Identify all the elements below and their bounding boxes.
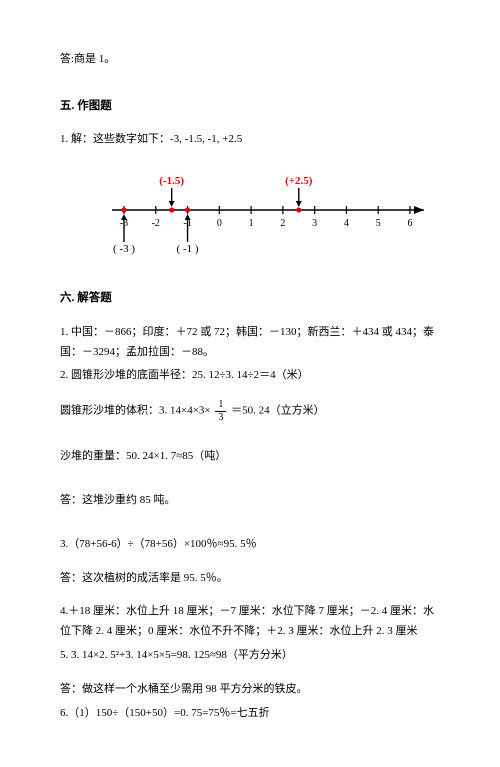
svg-text:3: 3 [312,218,317,229]
svg-text:0: 0 [217,218,222,229]
svg-text:-2: -2 [152,218,160,229]
number-line: -3-2-10123456(-1.5)(+2.5)( -3 )( -1 ) [110,164,440,262]
q6-2b: 圆锥形沙堆的体积：3. 14×4×3× 1 3 ＝50. 24（立方米） [60,400,440,423]
svg-text:4: 4 [344,218,349,229]
svg-text:( -3 ): ( -3 ) [113,243,135,254]
q6-3ans: 答：这次植树的成活率是 95. 5％。 [60,569,440,589]
q5-1-intro: 1. 解：这些数字如下：-3, -1.5, -1, +2.5 [60,130,440,150]
fraction-one-third: 1 3 [215,400,226,423]
svg-text:5: 5 [376,218,381,229]
svg-text:2: 2 [280,218,285,229]
section6-title: 六. 解答题 [60,288,440,309]
answer-top: 答:商是 1。 [60,50,440,70]
svg-text:(+2.5): (+2.5) [285,175,313,187]
svg-text:1: 1 [249,218,254,229]
section5-title: 五. 作图题 [60,96,440,117]
q6-5a: 5. 3. 14×2. 5²+3. 14×5×5=98. 125≈98（平方分米… [60,646,440,666]
frac-num: 1 [215,400,226,412]
q6-3a: 3.（78+56-6）÷（78+56）×100％≈95. 5％ [60,535,440,555]
svg-text:( -1 ): ( -1 ) [177,243,199,254]
svg-text:6: 6 [408,218,413,229]
q6-1: 1. 中国：－866；印度：＋72 或 72；韩国：－130；新西兰：＋434 … [60,323,440,363]
q6-2c: 沙堆的重量：50. 24×1. 7≈85（吨） [60,447,440,467]
q6-2a: 2. 圆锥形沙堆的底面半径：25. 12÷3. 14÷2＝4（米） [60,366,440,386]
frac-den: 3 [215,412,226,423]
svg-text:(-1.5): (-1.5) [159,175,184,187]
q6-5ans: 答：做这样一个水桶至少需用 98 平方分米的铁皮。 [60,680,440,700]
q6-4: 4.＋18 厘米：水位上升 18 厘米；－7 厘米：水位下降 7 厘米；－2. … [60,602,440,642]
q6-2b-post: ＝50. 24（立方米） [231,405,325,417]
q6-2b-pre: 圆锥形沙堆的体积：3. 14×4×3× [60,405,211,417]
q6-2ans: 答：这堆沙重约 85 吨。 [60,491,440,511]
